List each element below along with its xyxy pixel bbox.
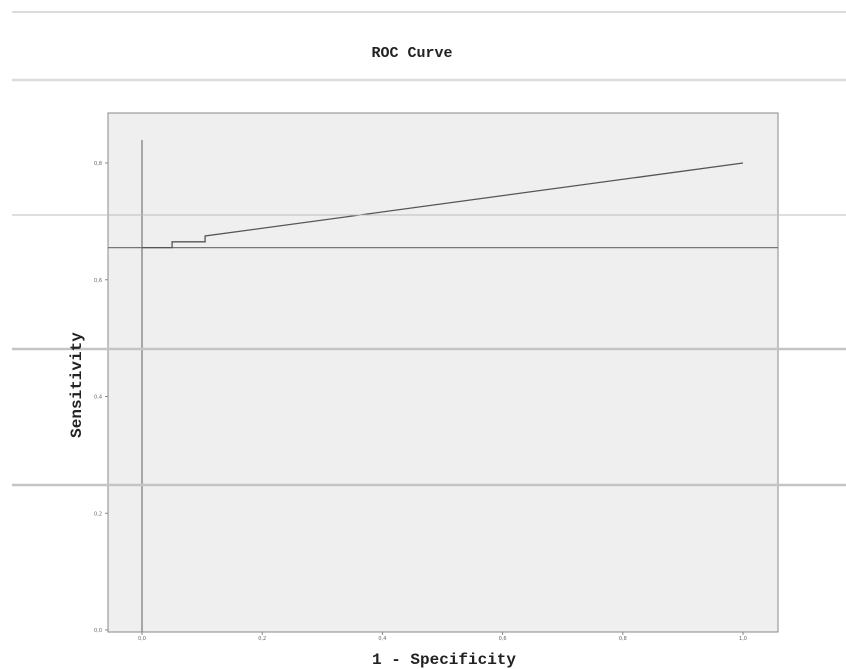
series-layer bbox=[142, 162, 744, 249]
x-tick-label: 0,0 bbox=[138, 636, 146, 642]
x-tick-label: 1,0 bbox=[739, 636, 747, 642]
chart-title: ROC Curve bbox=[371, 45, 452, 62]
y-axis-ticks: 0,0 0,2 0,4 0,6 0,8 bbox=[94, 161, 108, 634]
x-tick-label: 0,2 bbox=[258, 636, 266, 642]
y-tick-label: 0,6 bbox=[94, 278, 102, 284]
x-tick-label: 0,6 bbox=[499, 636, 507, 642]
roc-curve-line-0 bbox=[142, 162, 744, 249]
x-axis-title: 1 - Specificity bbox=[372, 651, 516, 669]
plot-area bbox=[107, 112, 779, 633]
y-tick-label: 0,0 bbox=[94, 628, 102, 634]
y-axis-title: Sensitivity bbox=[68, 332, 86, 438]
reference-lines bbox=[108, 140, 778, 632]
x-tick-label: 0,8 bbox=[619, 636, 627, 642]
y-tick-label: 0,2 bbox=[94, 511, 102, 517]
x-axis-ticks: 0,0 0,2 0,4 0,6 0,8 1,0 bbox=[138, 632, 747, 642]
y-tick-label: 0,8 bbox=[94, 161, 102, 167]
y-tick-label: 0,4 bbox=[94, 395, 102, 401]
x-tick-label: 0,4 bbox=[378, 636, 386, 642]
